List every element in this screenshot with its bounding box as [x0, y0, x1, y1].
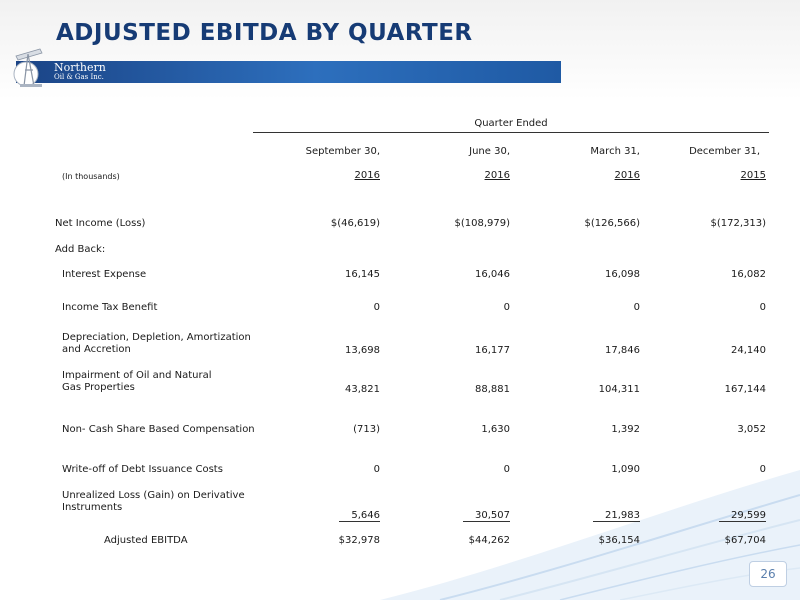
row-label-dda: Depreciation, Depletion, Amortization an… [62, 332, 251, 356]
oil-derrick-icon [13, 48, 43, 87]
table-cell: $(46,619) [330, 218, 380, 229]
column-header-year: 2016 [614, 170, 640, 181]
row-label-debt-issuance-writeoff: Write-off of Debt Issuance Costs [62, 464, 223, 475]
table-cell: 5,646 [339, 510, 380, 522]
table-cell: 1,090 [611, 464, 640, 475]
column-header-month: June 30, [469, 146, 510, 157]
table-cell-wrap: 21,983 [530, 503, 640, 522]
quarter-ended-header: Quarter Ended [474, 118, 548, 129]
table-cell: 30,507 [463, 510, 510, 522]
row-label-line: Impairment of Oil and Natural [62, 370, 212, 381]
table-cell: 16,145 [345, 269, 380, 280]
table-cell: (713) [353, 424, 380, 435]
row-label-adjusted-ebitda: Adjusted EBITDA [104, 535, 188, 546]
table-cell: $44,262 [468, 535, 510, 546]
table-cell: 16,046 [475, 269, 510, 280]
row-label-add-back: Add Back: [55, 244, 106, 255]
column-header-month: December 31, [689, 146, 760, 157]
table-cell: 17,846 [605, 345, 640, 356]
table-cell: $(108,979) [454, 218, 510, 229]
row-label-net-income: Net Income (Loss) [55, 218, 146, 229]
row-label-share-based-compensation: Non- Cash Share Based Compensation [62, 424, 255, 435]
table-cell: 1,630 [481, 424, 510, 435]
table-cell: $67,704 [724, 535, 766, 546]
row-label-line: Gas Properties [62, 382, 135, 393]
row-label-line: and Accretion [62, 344, 131, 355]
row-label-income-tax-benefit: Income Tax Benefit [62, 302, 158, 313]
table-cell: 88,881 [475, 384, 510, 395]
table-cell: 0 [503, 464, 510, 475]
table-cell: 0 [759, 302, 766, 313]
table-cell: 0 [633, 302, 640, 313]
table-cell-wrap: 29,599 [640, 503, 766, 522]
table-cell: 16,098 [605, 269, 640, 280]
units-label: (In thousands) [62, 172, 120, 181]
logo-bar [16, 61, 561, 83]
page-number: 26 [749, 561, 787, 587]
company-logo: Northern Oil & Gas Inc. [54, 62, 106, 81]
table-cell: 3,052 [737, 424, 766, 435]
page-title: ADJUSTED EBITDA BY QUARTER [56, 20, 473, 46]
column-header-year: 2016 [354, 170, 380, 181]
decorative-swirl [380, 470, 800, 600]
row-label-impairment: Impairment of Oil and Natural Gas Proper… [62, 370, 212, 394]
table-cell: $32,978 [338, 535, 380, 546]
column-header-year: 2016 [484, 170, 510, 181]
row-label-interest-expense: Interest Expense [62, 269, 147, 280]
table-cell: 1,392 [611, 424, 640, 435]
table-cell: 104,311 [598, 384, 640, 395]
table-cell: $(126,566) [584, 218, 640, 229]
logo-line-1: Northern [54, 61, 106, 74]
table-cell: 24,140 [731, 345, 766, 356]
table-cell: 167,144 [724, 384, 766, 395]
table-cell: $36,154 [598, 535, 640, 546]
quarter-ended-rule [253, 132, 769, 133]
table-cell: 0 [759, 464, 766, 475]
table-cell-wrap: 30,507 [400, 503, 510, 522]
table-cell: 0 [373, 464, 380, 475]
table-cell-wrap: 5,646 [270, 503, 380, 522]
column-header-month: March 31, [590, 146, 640, 157]
row-label-line: Depreciation, Depletion, Amortization [62, 332, 251, 343]
table-cell: 16,082 [731, 269, 766, 280]
table-cell: $(172,313) [710, 218, 766, 229]
table-cell: 16,177 [475, 345, 510, 356]
column-header-year: 2015 [740, 170, 766, 181]
row-label-line: Unrealized Loss (Gain) on Derivative [62, 490, 245, 501]
column-header-month: September 30, [305, 146, 380, 157]
table-cell: 0 [373, 302, 380, 313]
table-cell: 21,983 [593, 510, 640, 522]
row-label-unrealized-derivatives: Unrealized Loss (Gain) on Derivative Ins… [62, 490, 245, 514]
table-cell: 29,599 [719, 510, 766, 522]
table-cell: 13,698 [345, 345, 380, 356]
row-label-line: Instruments [62, 502, 123, 513]
table-cell: 0 [503, 302, 510, 313]
table-cell: 43,821 [345, 384, 380, 395]
logo-line-2: Oil & Gas Inc. [54, 73, 104, 81]
